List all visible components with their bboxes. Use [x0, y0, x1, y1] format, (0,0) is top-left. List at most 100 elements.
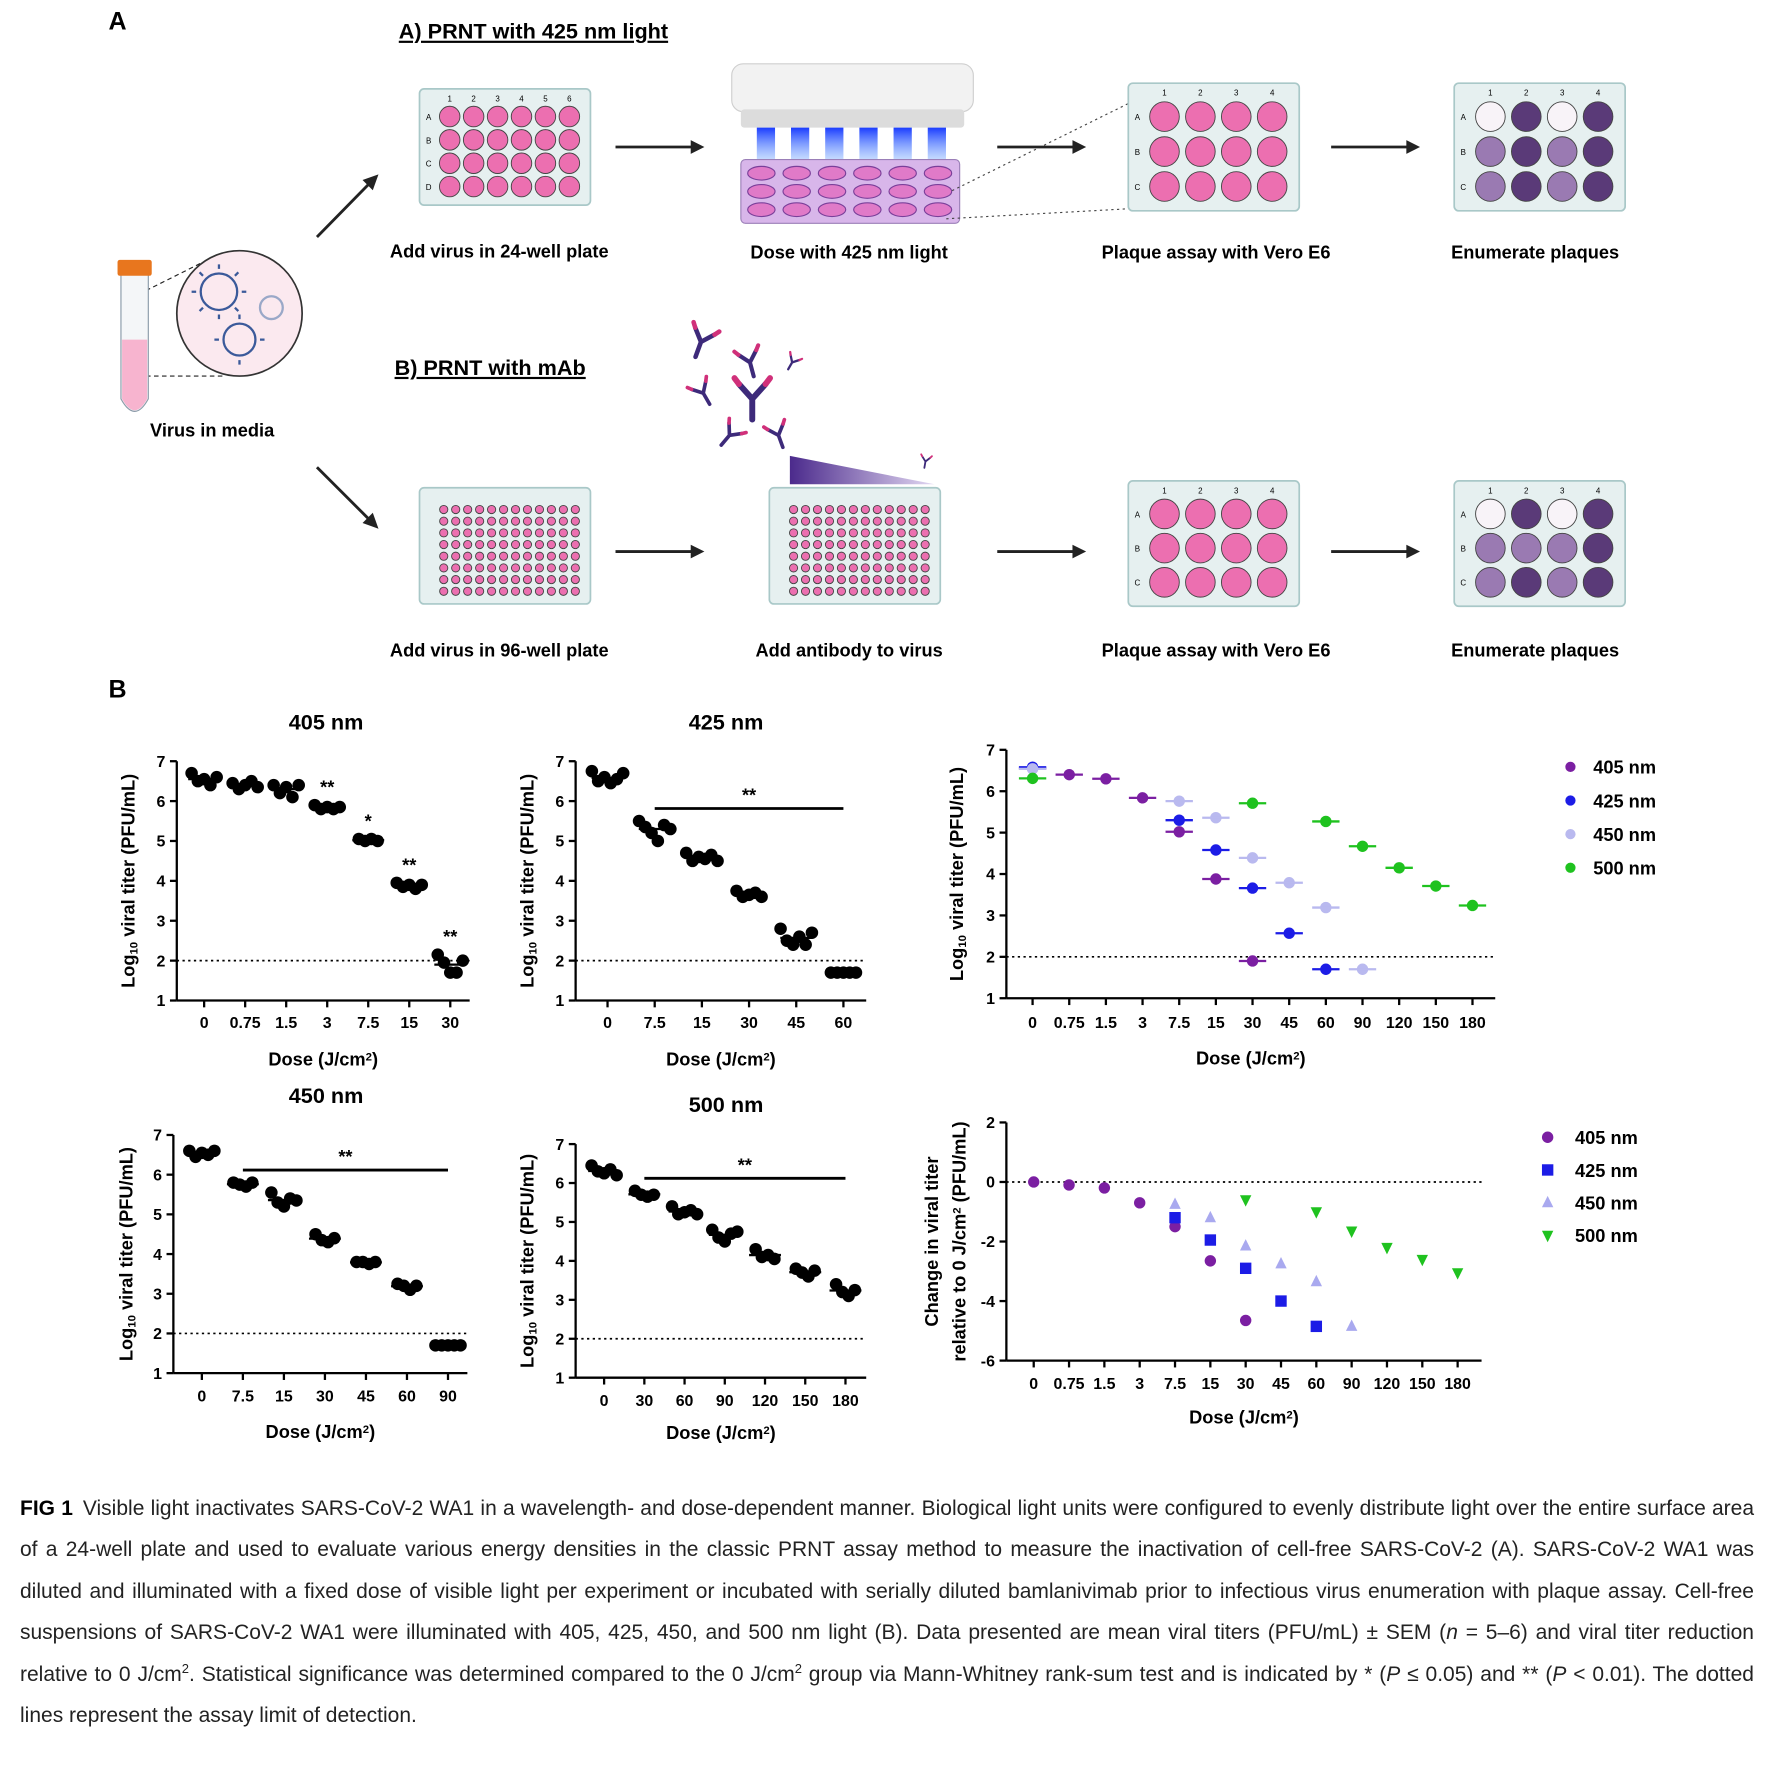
well [920, 586, 930, 596]
well [487, 539, 497, 550]
x-axis-label-part: 2 [366, 1052, 372, 1064]
well [546, 575, 556, 585]
plate-row-label: C [1135, 183, 1141, 192]
x-tick-label: 30 [1244, 1015, 1262, 1032]
well [475, 563, 485, 573]
well [800, 551, 811, 561]
x-tick-label: 15 [1207, 1015, 1225, 1032]
plate-col-label: 2 [1524, 89, 1529, 98]
well [1582, 101, 1614, 132]
data-point [616, 766, 630, 780]
plate-col-label: 2 [1524, 486, 1529, 495]
well [1256, 532, 1288, 564]
well [920, 504, 930, 515]
well [872, 575, 882, 585]
well [475, 539, 485, 550]
well [498, 575, 509, 585]
panel-label: A [108, 8, 126, 36]
plate-col-label: 5 [543, 94, 548, 103]
y-axis-label-part: Log [118, 955, 139, 988]
well [812, 516, 823, 526]
x-tick-label: 60 [1307, 1376, 1325, 1393]
x-tick-label: 60 [398, 1389, 416, 1406]
well [438, 152, 461, 174]
well [522, 516, 533, 526]
y-axis-label: Change in viral titer [921, 1156, 942, 1326]
x-tick-label: 45 [787, 1015, 805, 1032]
well [836, 539, 846, 550]
plates: 1 2 3 4 5 6 A B C D 1 2 3 4 A B C 1 2 3 4 A B C 1 2 3 4 A B C 1 2 3 4 A B C [418, 82, 1626, 608]
y-axis-label: Log10 viral titer (PFU/mL) [118, 774, 141, 988]
well [836, 575, 846, 585]
well [1475, 101, 1506, 132]
well [848, 575, 858, 585]
well [1582, 532, 1614, 564]
well [463, 528, 473, 538]
legend-label: 425 nm [1575, 1160, 1638, 1181]
well [800, 516, 811, 526]
well [439, 528, 449, 538]
beam [825, 127, 844, 169]
well [546, 586, 556, 596]
y-axis-label-part: Log [946, 948, 967, 981]
well [884, 516, 894, 526]
well [1582, 136, 1614, 167]
arrow-head [1072, 544, 1087, 559]
well [1221, 171, 1252, 202]
x-axis-label: Dose (J/cm2) [266, 1421, 376, 1442]
well [1475, 171, 1506, 202]
well [812, 528, 823, 538]
data-point [731, 1225, 744, 1238]
well [570, 528, 580, 538]
well [789, 586, 799, 596]
x-tick-label: 45 [1272, 1376, 1290, 1393]
y-tick-label: 6 [153, 1167, 162, 1184]
y-tick-label: 1 [555, 1370, 564, 1387]
well [1511, 498, 1542, 530]
plate-col-label: 2 [1198, 486, 1203, 495]
x-axis-label-part: Dose (J/cm [266, 1421, 363, 1442]
zoom-line [945, 90, 1154, 220]
y-axis-label: Log10 viral titer (PFU/mL) [516, 1154, 539, 1368]
marker [1239, 1262, 1252, 1275]
well [1256, 101, 1288, 132]
marker [1310, 1320, 1323, 1333]
well [923, 202, 953, 218]
well [872, 539, 882, 550]
significance: ** [402, 854, 417, 875]
marker [1169, 1197, 1181, 1209]
well [848, 563, 858, 573]
tube-media [122, 339, 148, 411]
x-axis-label: Dose (J/cm2) [1189, 1406, 1299, 1427]
x-tick-label: 60 [835, 1015, 853, 1032]
y-tick-label: 7 [555, 1137, 564, 1154]
well [510, 129, 533, 151]
well [534, 539, 545, 550]
plate-row-label: A [426, 113, 432, 122]
arrow [315, 177, 375, 239]
y-tick-label: 4 [153, 1247, 162, 1264]
well [475, 575, 485, 585]
chart-title: 450 nm [289, 1083, 364, 1108]
plate-col-label: 3 [1234, 89, 1239, 98]
arrow-head [1406, 544, 1421, 559]
x-axis-label-part: ) [1293, 1406, 1299, 1427]
plate-row-label: D [426, 183, 432, 192]
well [1185, 532, 1216, 564]
data-point [651, 834, 665, 848]
caption-label: FIG 1 [20, 1497, 73, 1520]
well [451, 563, 461, 573]
well [487, 563, 497, 573]
antibody [787, 350, 804, 371]
x-tick-label: 90 [716, 1393, 734, 1410]
well [534, 504, 545, 515]
well [439, 551, 449, 561]
step-label: Plaque assay with Vero E6 [1102, 242, 1331, 263]
well [570, 516, 580, 526]
well [1511, 567, 1542, 598]
y-tick-label: 5 [153, 1207, 162, 1224]
y-tick-label: 6 [555, 794, 564, 811]
well [923, 165, 953, 181]
